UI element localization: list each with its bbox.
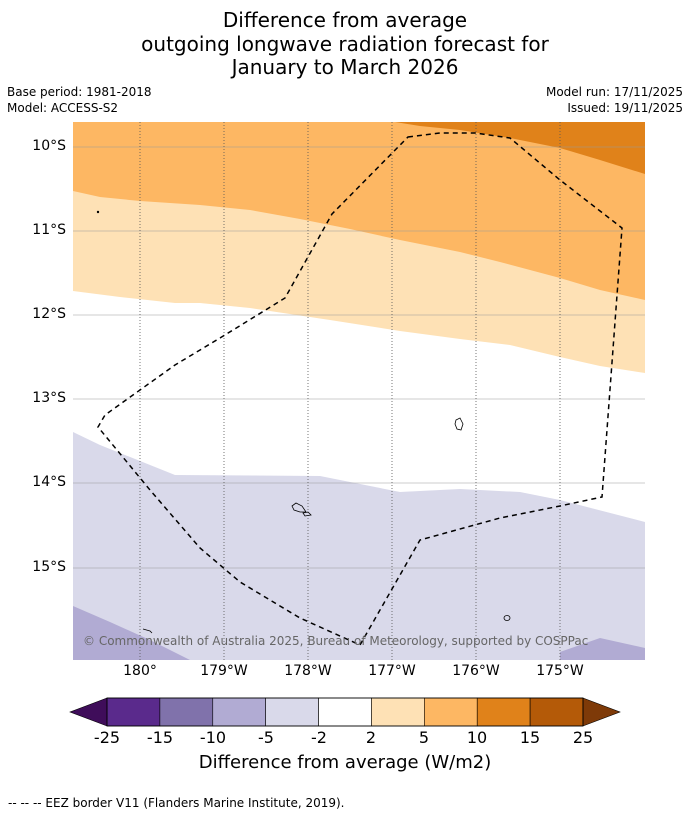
island-outline [503, 615, 511, 621]
colorbar-segment [212, 697, 266, 727]
colorbar-tick: -10 [199, 728, 227, 747]
island-outlines [96, 210, 511, 634]
band-10-15 [395, 122, 645, 174]
colorbar [69, 697, 621, 727]
band-minus5-minus2 [73, 432, 645, 660]
eez-legend-footer: -- -- -- EEZ border V11 (Flanders Marine… [8, 796, 345, 810]
colorbar-tick: -25 [93, 728, 121, 747]
colorbar-segment [371, 697, 425, 727]
lat-label-11s: 11°S [32, 222, 66, 238]
lat-label-14s: 14°S [32, 474, 66, 490]
band-minus10-minus5-right [560, 638, 645, 660]
colorbar-extend-low [69, 697, 108, 727]
model-name: Model: ACCESS-S2 [7, 101, 119, 115]
title-line-1: Difference from average [222, 8, 468, 32]
colorbar-tick: -2 [311, 728, 327, 747]
issued-date: Issued: 19/11/2025 [567, 101, 683, 115]
title-line-3: January to March 2026 [231, 55, 459, 79]
island-outline [142, 628, 153, 634]
model-run: Model run: 17/11/2025 [545, 85, 683, 99]
base-period: Base period: 1981-2018 [7, 85, 152, 99]
colorbar-segment [265, 697, 319, 727]
eez-border [97, 132, 623, 646]
colorbar-tick: 10 [466, 728, 488, 747]
lat-label-13s: 13°S [32, 390, 66, 406]
lon-label-178w: 178°W [284, 663, 332, 679]
colorbar-tick: 25 [572, 728, 594, 747]
latitude-gridlines [73, 146, 645, 569]
lon-label-176w: 176°W [452, 663, 500, 679]
lat-label-12s: 12°S [32, 306, 66, 322]
lon-label-175w: 175°W [536, 663, 584, 679]
colorbar-tick: 5 [418, 728, 430, 747]
colorbar-segment [159, 697, 214, 727]
colorbar-tick: 15 [519, 728, 541, 747]
island-outline [454, 417, 464, 431]
colorbar-segment [318, 697, 372, 727]
lon-label-179w: 179°W [200, 663, 248, 679]
colorbar-tick: -5 [258, 728, 274, 747]
title-line-2: outgoing longwave radiation forecast for [141, 32, 549, 56]
colorbar-segment [106, 697, 161, 727]
colorbar-extend-high [582, 697, 621, 727]
lat-label-10s: 10°S [32, 138, 66, 154]
colorbar-segment [529, 697, 584, 727]
island-outline [302, 511, 312, 517]
copyright-notice: © Commonwealth of Australia 2025, Bureau… [83, 634, 588, 648]
colorbar-title: Difference from average (W/m2) [198, 752, 492, 773]
lon-label-180: 180° [123, 663, 157, 679]
colorbar-segment [424, 697, 478, 727]
colorbar-tick: 2 [365, 728, 377, 747]
lon-label-177w: 177°W [368, 663, 416, 679]
colorbar-tick: -15 [146, 728, 174, 747]
band-minus10-minus5-left [73, 606, 190, 660]
colorbar-segment [476, 697, 531, 727]
band-5-10 [73, 122, 645, 300]
island-outline [96, 210, 100, 214]
lat-label-15s: 15°S [32, 559, 66, 575]
